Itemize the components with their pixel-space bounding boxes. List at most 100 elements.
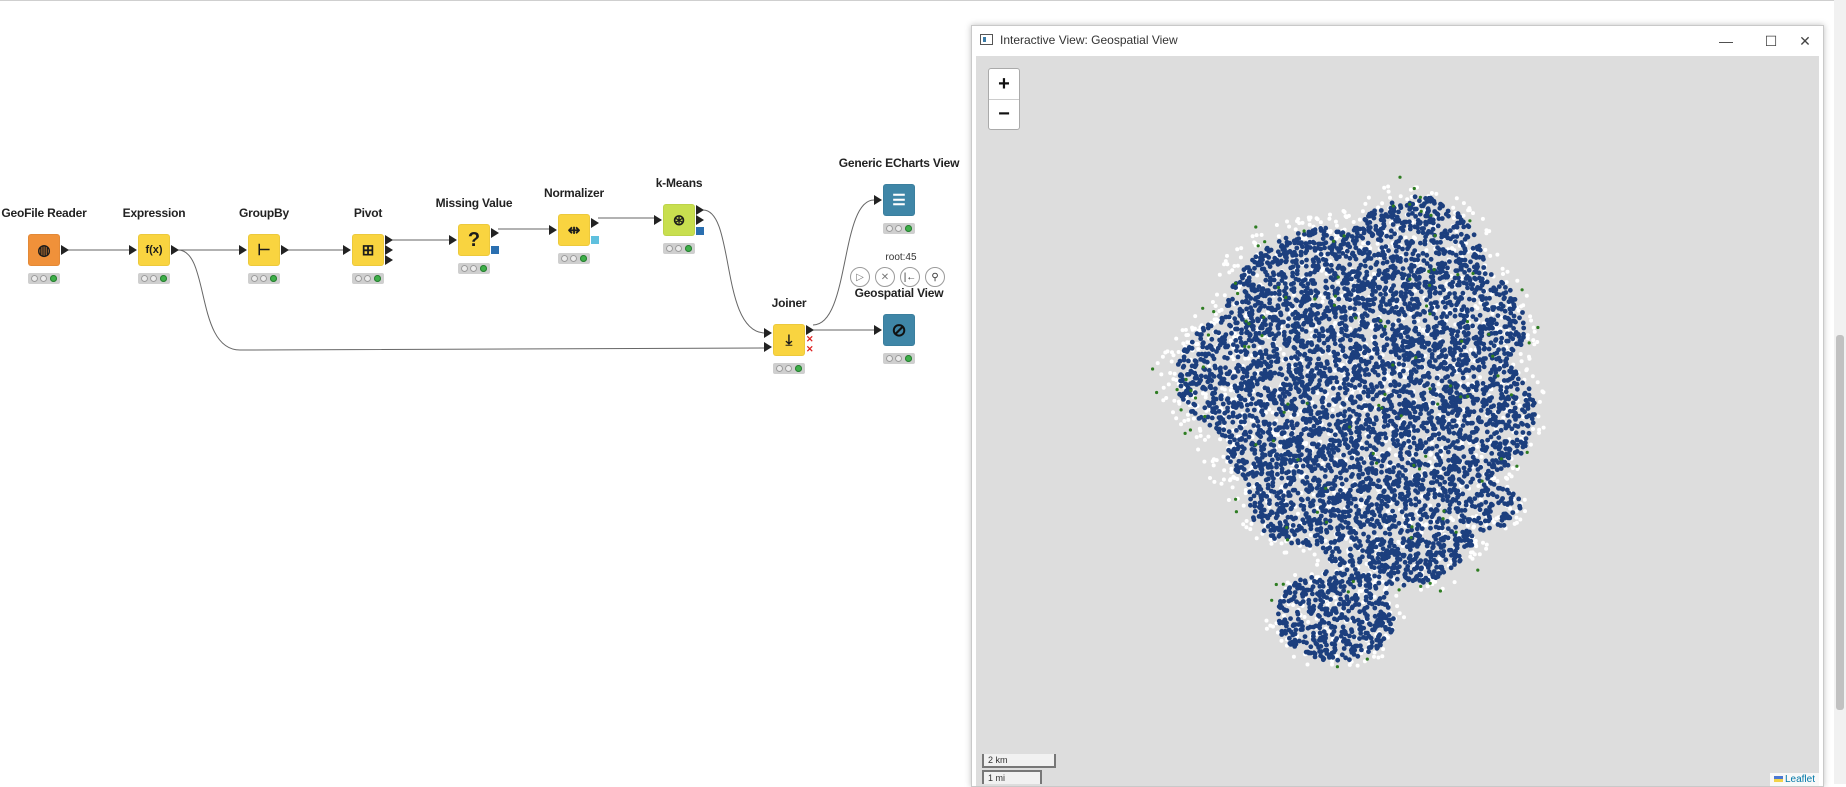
map-point-blue	[1313, 303, 1318, 308]
map-point-blue	[1470, 307, 1475, 312]
output-port-1[interactable]	[385, 235, 393, 245]
pivot-icon[interactable]: ⊞	[352, 234, 384, 266]
input-port[interactable]	[654, 215, 662, 225]
map-point-blue	[1480, 489, 1485, 494]
output-port-2[interactable]	[696, 215, 704, 225]
map-point-white	[1278, 444, 1282, 448]
map-point-blue	[1510, 510, 1515, 515]
normalizer-icon[interactable]: ⇹	[558, 214, 590, 246]
map-point-blue	[1436, 224, 1441, 229]
output-port-2[interactable]	[385, 245, 393, 255]
map-point-blue	[1365, 519, 1370, 524]
map-point-white	[1293, 573, 1297, 577]
node-status-lights	[883, 353, 915, 364]
model-output-port[interactable]	[696, 227, 704, 235]
map-point-white	[1203, 438, 1207, 442]
map-point-blue	[1530, 398, 1535, 403]
map-point-blue	[1438, 363, 1443, 368]
map-point-white	[1361, 241, 1365, 245]
map-point-white	[1283, 551, 1287, 555]
map-point-blue	[1481, 265, 1486, 270]
close-icon[interactable]: ✕	[1788, 30, 1822, 52]
map-point-white	[1186, 333, 1190, 337]
minimize-icon[interactable]: —	[1709, 30, 1743, 52]
map-point-blue	[1288, 383, 1293, 388]
input-port[interactable]	[343, 245, 351, 255]
workflow-canvas[interactable]: GeoFile Reader ◍ Expression f(x) GroupBy…	[0, 0, 970, 784]
output-port-1[interactable]	[696, 205, 704, 215]
reset-icon[interactable]: |←	[900, 267, 920, 287]
geospatial-view-icon[interactable]: ⊘	[883, 314, 915, 346]
node-glyph: ☰	[892, 191, 905, 209]
groupby-icon[interactable]: ⊢	[248, 234, 280, 266]
output-port-3[interactable]	[385, 255, 393, 265]
node-glyph: ⊞	[362, 241, 375, 259]
map-point-blue	[1426, 341, 1431, 346]
map-point-blue	[1198, 336, 1203, 341]
input-port[interactable]	[129, 245, 137, 255]
map-point-blue	[1278, 366, 1283, 371]
input-port[interactable]	[239, 245, 247, 255]
k-means-icon[interactable]: ⊛	[663, 204, 695, 236]
map-point-white	[1296, 512, 1300, 516]
map-point-blue	[1401, 369, 1406, 374]
map-point-blue	[1256, 424, 1261, 429]
input-port-1[interactable]	[764, 328, 772, 338]
model-output-port[interactable]	[491, 246, 499, 254]
output-port[interactable]	[491, 228, 499, 238]
map-point-blue	[1452, 562, 1457, 567]
model-output-port[interactable]	[591, 236, 599, 244]
map-point-blue	[1311, 634, 1316, 639]
cancel-icon[interactable]: ✕	[875, 267, 895, 287]
map-point-blue	[1483, 500, 1488, 505]
map-area[interactable]: + − 2 km 1 mi Leaflet	[976, 56, 1819, 786]
input-port[interactable]	[449, 235, 457, 245]
missing-value-icon[interactable]: ?	[458, 224, 490, 256]
output-port[interactable]	[281, 245, 289, 255]
map-point-white	[1451, 206, 1455, 210]
map-point-white	[1186, 413, 1190, 417]
expression-icon[interactable]: f(x)	[138, 234, 170, 266]
map-point-blue	[1248, 497, 1253, 502]
interactive-view-window[interactable]: Interactive View: Geospatial View — ☐ ✕ …	[971, 25, 1824, 787]
map-point-blue	[1277, 239, 1282, 244]
map-point-blue	[1369, 517, 1374, 522]
map-point-blue	[1291, 523, 1296, 528]
input-port[interactable]	[874, 195, 882, 205]
echarts-view-icon[interactable]: ☰	[883, 184, 915, 216]
execute-icon[interactable]: ▷	[850, 267, 870, 287]
open-view-icon[interactable]: ⚲	[925, 267, 945, 287]
map-point-white	[1529, 443, 1533, 447]
map-point-blue	[1229, 331, 1234, 336]
map-point-blue	[1243, 415, 1248, 420]
map-point-blue	[1309, 575, 1314, 580]
geofile-reader-icon[interactable]: ◍	[28, 234, 60, 266]
map-point-blue	[1438, 276, 1443, 281]
map-point-white	[1399, 194, 1403, 198]
map-point-white	[1265, 627, 1269, 631]
map-point-white	[1518, 404, 1522, 408]
map-point-blue	[1494, 337, 1499, 342]
joiner-icon[interactable]: ⤓	[773, 324, 805, 356]
map-point-blue	[1423, 558, 1428, 563]
map-point-blue	[1436, 431, 1441, 436]
map-point-blue	[1290, 312, 1295, 317]
output-port[interactable]	[591, 218, 599, 228]
map-point-blue	[1323, 262, 1328, 267]
input-port-2[interactable]	[764, 342, 772, 352]
input-port[interactable]	[874, 325, 882, 335]
map-point-blue	[1209, 337, 1214, 342]
maximize-icon[interactable]: ☐	[1754, 30, 1788, 52]
map-point-white	[1388, 376, 1392, 380]
map-point-blue	[1259, 487, 1264, 492]
map-point-white	[1336, 281, 1340, 285]
output-port[interactable]	[61, 245, 69, 255]
map-point-blue	[1247, 490, 1252, 495]
map-point-blue	[1234, 301, 1239, 306]
map-point-blue	[1386, 320, 1391, 325]
input-port[interactable]	[549, 225, 557, 235]
window-titlebar[interactable]: Interactive View: Geospatial View — ☐ ✕	[972, 26, 1823, 56]
map-point-blue	[1461, 454, 1466, 459]
map-point-white	[1186, 418, 1190, 422]
output-port[interactable]	[171, 245, 179, 255]
